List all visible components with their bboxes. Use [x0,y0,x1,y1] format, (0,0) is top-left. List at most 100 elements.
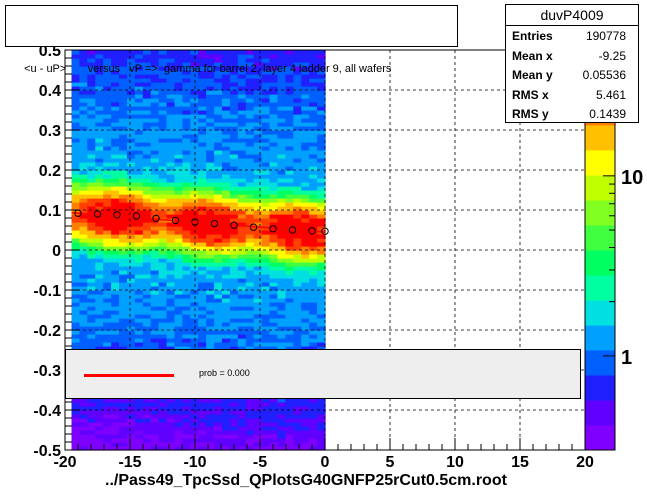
heatmap-cell [214,230,223,235]
heatmap-cell [261,90,271,95]
heatmap-cell [198,210,207,215]
heatmap-cell [71,126,81,131]
heatmap-cell [293,78,302,83]
heatmap-cell [95,250,104,255]
heatmap-cell [214,274,223,279]
heatmap-cell [134,110,144,115]
heatmap-cell [182,242,191,247]
heatmap-cell [229,438,239,443]
heatmap-cell [79,426,88,431]
heatmap-cell [190,338,199,343]
heatmap-cell [277,202,286,207]
heatmap-cell [269,306,279,311]
heatmap-cell [237,170,247,175]
heatmap-cell [134,62,144,67]
heatmap-cell [71,430,81,435]
heatmap-cell [79,442,88,447]
heatmap-cell [119,302,128,307]
heatmap-cell [111,230,120,235]
heatmap-cell [182,234,191,239]
heatmap-cell [206,326,215,331]
heatmap-cell [293,70,302,75]
heatmap-cell [309,74,318,79]
heatmap-cell [174,150,183,155]
heatmap-cell [269,294,279,299]
heatmap-cell [237,194,247,199]
heatmap-cell [237,134,247,139]
heatmap-cell [245,266,255,271]
heatmap-cell [142,218,152,223]
heatmap-cell [293,242,302,247]
heatmap-cell [261,154,271,159]
heatmap-cell [111,290,120,295]
heatmap-cell [269,182,279,187]
heatmap-cell [261,162,271,167]
heatmap-cell [317,322,326,327]
heatmap-cell [206,150,215,155]
heatmap-cell [253,226,263,231]
heatmap-cell [174,266,183,271]
heatmap-cell [95,118,104,123]
heatmap-cell [214,94,223,99]
heatmap-cell [87,54,96,59]
heatmap-cell [261,234,271,239]
heatmap-cell [174,146,183,151]
heatmap-cell [214,286,223,291]
heatmap-cell [95,426,104,431]
heatmap-cell [71,326,81,331]
heatmap-cell [111,310,120,315]
heatmap-cell [301,78,310,83]
heatmap-cell [111,238,120,243]
heatmap-cell [301,94,310,99]
heatmap-cell [229,110,239,115]
heatmap-cell [245,310,255,315]
heatmap-cell [134,90,144,95]
heatmap-cell [79,306,88,311]
heatmap-cell [174,250,183,255]
heatmap-cell [269,298,279,303]
heatmap-cell [103,270,112,275]
heatmap-cell [206,290,215,295]
heatmap-cell [95,222,104,227]
heatmap-cell [253,214,263,219]
heatmap-cell [166,266,176,271]
heatmap-cell [214,198,223,203]
heatmap-cell [293,122,302,127]
heatmap-cell [253,218,263,223]
heatmap-cell [229,430,239,435]
heatmap-cell [95,134,104,139]
heatmap-cell [229,254,239,259]
heatmap-cell [190,142,199,147]
heatmap-cell [301,294,310,299]
heatmap-cell [261,186,271,191]
heatmap-cell [309,62,318,67]
heatmap-cell [174,310,183,315]
heatmap-cell [245,110,255,115]
y-tick-label: -0.5 [33,443,61,460]
heatmap-cell [301,162,310,167]
heatmap-cell [174,342,183,347]
heatmap-cell [182,434,191,439]
heatmap-cell [301,110,310,115]
heatmap-cell [317,414,326,419]
heatmap-cell [71,186,81,191]
heatmap-cell [166,98,176,103]
heatmap-cell [309,166,318,171]
heatmap-cell [293,62,302,67]
heatmap-cell [119,242,128,247]
heatmap-cell [182,206,191,211]
heatmap-cell [119,54,128,59]
heatmap-cell [166,186,176,191]
heatmap-cell [150,270,160,275]
heatmap-cell [166,234,176,239]
heatmap-cell [214,190,223,195]
heatmap-cell [214,130,223,135]
heatmap-cell [182,146,191,151]
heatmap-cell [222,230,231,235]
heatmap-cell [222,310,231,315]
heatmap-cell [222,106,231,111]
heatmap-cell [126,82,136,87]
heatmap-cell [261,314,271,319]
heatmap-cell [309,78,318,83]
heatmap-cell [198,110,207,115]
